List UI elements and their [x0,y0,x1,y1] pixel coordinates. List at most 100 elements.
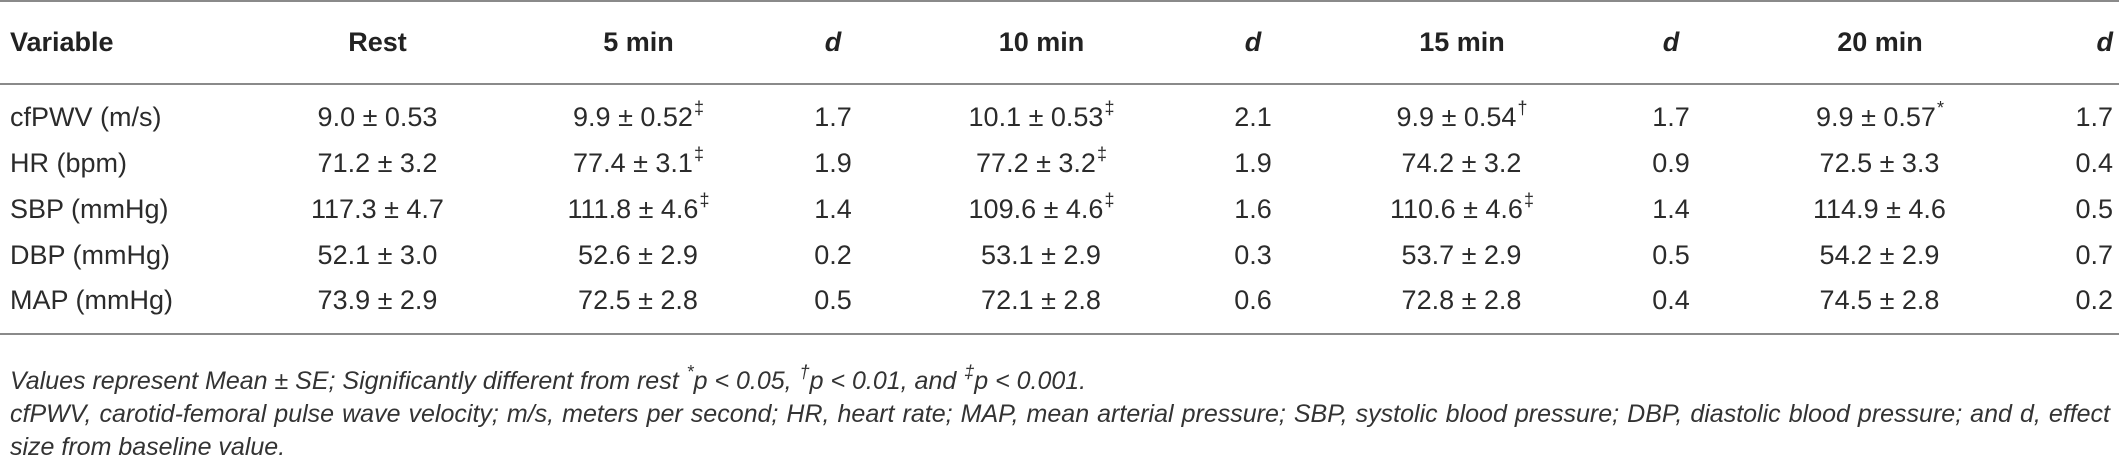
header-effect-size-5min: d [787,0,879,85]
header-5min: 5 min [490,0,787,85]
table-footnotes: Values represent Mean ± SE; Significantl… [10,361,2110,464]
significance-note-text-1: Values represent Mean ± SE; Significantl… [10,367,686,395]
cell-effect-size-5min: 0.5 [787,278,879,335]
cell-15min-value: 110.6 ± 4.6 [1390,193,1523,224]
cell-10min-value: 53.1 ± 2.9 [981,239,1101,270]
cell-10min-value: 109.6 ± 4.6 [968,193,1104,224]
cell-15min-value: 74.2 ± 3.2 [1401,147,1522,178]
cell-effect-size-15min: 1.4 [1622,186,1720,232]
cell-effect-size-5min-value: 1.4 [814,193,852,224]
significance-mark: ‡ [693,143,704,164]
cell-rest-value: 117.3 ± 4.7 [311,193,444,224]
cell-5min: 111.8 ± 4.6‡ [490,186,787,232]
cell-effect-size-20min-value: 0.5 [2075,193,2113,224]
cell-effect-size-5min-value: 0.5 [814,285,852,315]
significance-note: Values represent Mean ± SE; Significantl… [10,361,2110,398]
cell-effect-size-10min-value: 0.6 [1234,285,1272,315]
significance-note-text-3: p < 0.01, and [809,367,964,395]
cell-effect-size-5min-value: 1.7 [814,102,852,132]
cell-5min-value: 52.6 ± 2.9 [578,239,698,270]
significance-note-text-2: p < 0.05, [693,367,799,395]
cell-10min-value: 72.1 ± 2.8 [981,285,1101,315]
abbreviations-note: cfPWV, carotid-femoral pulse wave veloci… [10,400,2110,461]
cell-effect-size-20min-value: 0.7 [2075,239,2113,270]
cell-effect-size-10min: 2.1 [1204,84,1302,140]
cell-5min-value: 72.5 ± 2.8 [578,285,698,315]
cell-rest-value: 52.1 ± 3.0 [317,239,438,270]
cell-variable: MAP (mmHg) [0,278,265,335]
cell-effect-size-15min-value: 0.4 [1652,285,1690,315]
cell-effect-size-10min: 1.6 [1204,186,1302,232]
cell-effect-size-20min: 0.2 [2040,278,2119,335]
header-row: Variable Rest 5 min d 10 min d 15 min d … [0,0,2119,85]
cell-effect-size-20min: 1.7 [2040,84,2119,140]
cell-variable: SBP (mmHg) [0,186,265,232]
cell-variable-value: MAP (mmHg) [10,285,174,315]
cell-20min-value: 9.9 ± 0.57 [1816,102,1936,132]
cell-variable-value: DBP (mmHg) [10,239,171,270]
cell-20min: 114.9 ± 4.6 [1720,186,2040,232]
significance-mark: ‡ [1523,189,1534,210]
significance-mark-dagger: † [799,361,810,382]
cell-20min: 54.2 ± 2.9 [1720,232,2040,278]
cell-20min-value: 114.9 ± 4.6 [1813,193,1946,224]
cell-5min-value: 111.8 ± 4.6 [567,193,699,224]
significance-mark-double-dagger: ‡ [964,361,975,382]
cell-10min: 109.6 ± 4.6‡ [879,186,1204,232]
cell-20min: 74.5 ± 2.8 [1720,278,2040,335]
cell-effect-size-5min: 0.2 [787,232,879,278]
header-effect-size-15min: d [1622,0,1720,85]
cell-5min: 9.9 ± 0.52‡ [490,84,787,140]
cell-effect-size-20min: 0.5 [2040,186,2119,232]
table-row: cfPWV (m/s) 9.0 ± 0.53 9.9 ± 0.52‡ 1.7 10.1 … [0,84,2119,140]
cell-10min-value: 10.1 ± 0.53 [968,102,1104,132]
cell-effect-size-10min: 0.6 [1204,278,1302,335]
cell-effect-size-5min-value: 0.2 [814,239,852,270]
table-row: MAP (mmHg) 73.9 ± 2.9 72.5 ± 2.8 0.5 72.1 ± … [0,278,2119,335]
cell-variable-value: cfPWV (m/s) [10,102,162,132]
header-variable: Variable [0,0,265,85]
cell-10min: 77.2 ± 3.2‡ [879,140,1204,186]
cell-rest: 52.1 ± 3.0 [265,232,490,278]
cell-10min-value: 77.2 ± 3.2 [976,147,1096,178]
cell-variable: HR (bpm) [0,140,265,186]
cell-effect-size-15min: 1.7 [1622,84,1720,140]
cell-effect-size-5min-value: 1.9 [814,147,852,178]
cell-variable-value: SBP (mmHg) [10,193,169,224]
cell-variable: cfPWV (m/s) [0,84,265,140]
cell-effect-size-15min: 0.9 [1622,140,1720,186]
table-header: Variable Rest 5 min d 10 min d 15 min d … [0,0,2119,85]
cell-effect-size-20min-value: 1.7 [2075,102,2113,132]
significance-mark: ‡ [1104,98,1115,118]
cell-5min-value: 9.9 ± 0.52 [573,102,693,132]
cell-effect-size-5min: 1.7 [787,84,879,140]
cell-effect-size-10min-value: 0.3 [1234,239,1272,270]
cell-15min: 110.6 ± 4.6‡ [1302,186,1622,232]
cell-rest-value: 9.0 ± 0.53 [317,102,438,132]
cell-rest: 73.9 ± 2.9 [265,278,490,335]
cell-15min: 72.8 ± 2.8 [1302,278,1622,335]
header-10min: 10 min [879,0,1204,85]
significance-mark: ‡ [699,189,710,210]
significance-mark-asterisk: * [686,361,694,382]
header-15min: 15 min [1302,0,1622,85]
cell-5min-value: 77.4 ± 3.1 [573,147,693,178]
cell-20min-value: 72.5 ± 3.3 [1819,147,1940,178]
significance-mark: ‡ [693,98,704,118]
cell-5min: 52.6 ± 2.9 [490,232,787,278]
cell-15min: 9.9 ± 0.54† [1302,84,1622,140]
cell-effect-size-20min: 0.4 [2040,140,2119,186]
cell-effect-size-10min-value: 1.9 [1234,147,1272,178]
cell-15min-value: 9.9 ± 0.54 [1396,102,1517,132]
cell-effect-size-15min: 0.5 [1622,232,1720,278]
cell-effect-size-10min-value: 1.6 [1234,193,1272,224]
results-table: Variable Rest 5 min d 10 min d 15 min d … [0,0,2119,335]
cell-20min: 72.5 ± 3.3 [1720,140,2040,186]
table-body: cfPWV (m/s) 9.0 ± 0.53 9.9 ± 0.52‡ 1.7 10.1 … [0,84,2119,335]
header-20min: 20 min [1720,0,2040,85]
table-row: SBP (mmHg) 117.3 ± 4.7 111.8 ± 4.6‡ 1.4 109.… [0,186,2119,232]
header-effect-size-20min: d [2040,0,2119,85]
cell-effect-size-15min-value: 0.5 [1652,239,1690,270]
cell-10min: 72.1 ± 2.8 [879,278,1204,335]
